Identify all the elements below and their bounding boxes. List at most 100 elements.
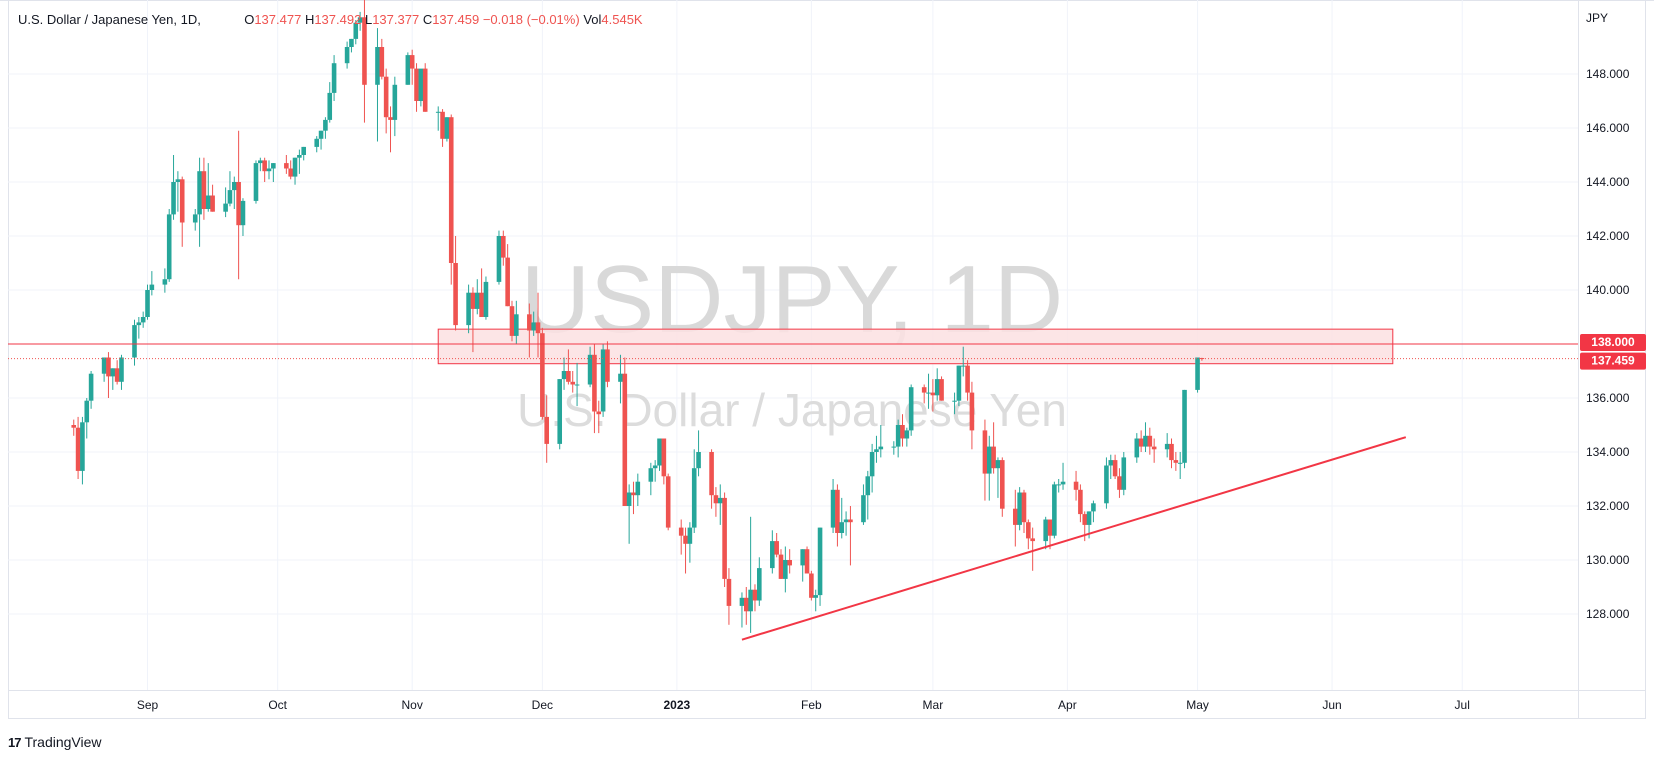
- resistance-zone[interactable]: [437, 328, 1394, 365]
- candle-body: [1182, 389, 1187, 463]
- candle-body: [501, 236, 506, 258]
- candle-body: [440, 111, 445, 139]
- candle-body: [505, 257, 510, 307]
- candle-body: [405, 55, 411, 85]
- x-tick-label: Oct: [268, 698, 287, 712]
- overlays[interactable]: [8, 343, 1578, 641]
- candle-body: [140, 317, 146, 323]
- candle-body: [80, 422, 85, 471]
- candle-body: [817, 527, 823, 596]
- candle-body: [1082, 514, 1088, 525]
- x-tick-label: May: [1186, 698, 1209, 712]
- candle-body: [965, 365, 970, 393]
- candle-body: [240, 200, 246, 226]
- candle-body: [956, 365, 962, 401]
- price-labels: 138.000 137.459: [1580, 334, 1646, 370]
- x-tick-label: 2023: [664, 698, 691, 712]
- candle-body: [813, 595, 819, 598]
- candle-body: [1143, 435, 1148, 447]
- candle-body: [258, 160, 263, 164]
- candle-body: [891, 446, 897, 448]
- currency-label: JPY: [1586, 11, 1608, 25]
- candle-body: [934, 379, 940, 396]
- y-tick-label: 142.000: [1586, 229, 1630, 243]
- candle-body: [1112, 460, 1118, 477]
- candle-body: [383, 76, 389, 118]
- candle-body: [900, 425, 905, 439]
- candle-body: [266, 168, 272, 172]
- candle-body: [874, 449, 879, 452]
- candle-body: [596, 411, 602, 415]
- price-axis[interactable]: JPY 128.000 130.000 132.000 134.000 136.000 1…: [1586, 11, 1630, 621]
- candle-body: [88, 373, 94, 401]
- candle-body: [535, 322, 541, 334]
- candle-body: [201, 171, 207, 209]
- candle-body: [327, 92, 333, 120]
- candle-body: [809, 573, 814, 598]
- candle-body: [843, 519, 849, 523]
- candle-body: [743, 597, 749, 612]
- candle-body: [166, 214, 172, 280]
- candle-body: [1138, 438, 1144, 447]
- candle-body: [101, 357, 107, 374]
- candle-body: [288, 168, 293, 177]
- candle-body: [509, 306, 515, 336]
- candle-body: [1173, 460, 1179, 463]
- candle-body: [531, 322, 536, 331]
- candle-body: [774, 541, 779, 555]
- candle-body: [179, 179, 185, 223]
- x-tick-label: Mar: [923, 698, 944, 712]
- candle-body: [587, 354, 593, 385]
- candle-body: [778, 554, 784, 579]
- time-axis[interactable]: Sep Oct Nov Dec 2023 Feb Mar Apr May Jun Jul: [137, 698, 1470, 712]
- legend-low-label: L: [364, 12, 373, 27]
- candle-body: [1078, 489, 1083, 515]
- candle-body: [869, 452, 875, 477]
- candle-body: [1021, 492, 1027, 523]
- resistance-zone-layer[interactable]: [437, 328, 1394, 365]
- footer-brand[interactable]: TradingView: [24, 734, 102, 750]
- candle-body: [713, 495, 719, 504]
- y-tick-label: 132.000: [1586, 499, 1630, 513]
- legend-low-value: 137.377: [372, 12, 420, 27]
- candle-body: [652, 465, 658, 469]
- tradingview-logo-icon[interactable]: 17: [8, 734, 22, 750]
- candle-body: [444, 117, 450, 139]
- candle-body: [1043, 519, 1048, 542]
- candle-body: [227, 190, 233, 204]
- candle-body: [1091, 503, 1096, 512]
- candle-body: [726, 578, 732, 606]
- candle-body: [353, 22, 359, 39]
- candle-body: [418, 68, 424, 101]
- candle-body: [848, 519, 853, 523]
- candle-body: [835, 489, 840, 533]
- support-trendline[interactable]: [741, 436, 1407, 641]
- candle-body: [878, 446, 884, 450]
- candle-body: [231, 182, 237, 191]
- candle-body: [752, 589, 758, 601]
- candle-body: [895, 425, 901, 447]
- candle-body: [618, 373, 623, 382]
- candle-body: [1177, 462, 1183, 464]
- candle-body: [323, 119, 328, 131]
- candle-body: [696, 452, 701, 469]
- candle-body: [1026, 522, 1031, 539]
- legend-high-label: H: [304, 12, 315, 27]
- candle-body: [691, 468, 697, 528]
- candle-body: [1017, 492, 1022, 525]
- x-tick-label: Dec: [532, 698, 553, 712]
- candle-body: [999, 460, 1005, 509]
- candles: [71, 0, 1205, 633]
- candle-body: [448, 117, 454, 263]
- candle-body: [388, 117, 393, 120]
- price-label-box: [1580, 334, 1646, 351]
- legend-high-value: 137.492: [314, 12, 362, 27]
- candle-body: [683, 535, 688, 544]
- candle-body: [926, 392, 931, 394]
- candle-body: [566, 371, 571, 382]
- candle-body: [262, 160, 267, 172]
- x-tick-label: Jul: [1455, 698, 1470, 712]
- candle-body: [349, 38, 354, 47]
- candle-body: [748, 589, 753, 612]
